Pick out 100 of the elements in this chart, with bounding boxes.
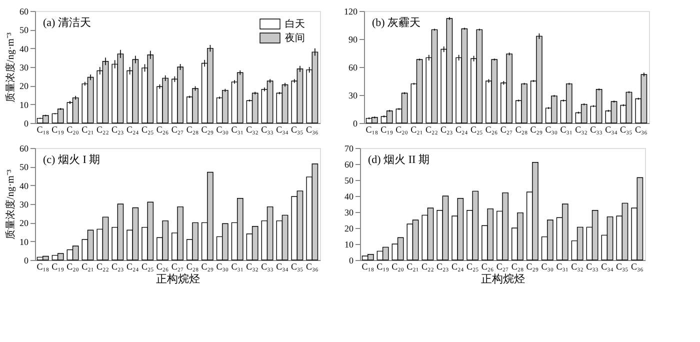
y-tick-label: 60 bbox=[20, 144, 29, 154]
x-tick-label: C₂₈ bbox=[186, 262, 199, 272]
x-axis-title: 正构烷烃 bbox=[481, 272, 525, 286]
x-tick-label: C₃₄ bbox=[276, 262, 288, 272]
x-tick-label: C₂₁ bbox=[406, 262, 419, 272]
x-tick-label: C₂₅ bbox=[466, 262, 479, 272]
x-tick-label: C₂₀ bbox=[66, 262, 79, 272]
x-tick-label: C₂₆ bbox=[156, 262, 169, 272]
x-tick-label: C₃₅ bbox=[620, 124, 632, 134]
x-tick-label: C₁₉ bbox=[376, 262, 389, 272]
y-tick-label: 40 bbox=[20, 44, 29, 54]
x-tick-label: C₂₈ bbox=[511, 262, 524, 272]
x-tick-label: C₃₅ bbox=[291, 124, 304, 134]
y-tick-label: 10 bbox=[344, 240, 354, 250]
x-tick-label: C₂₀ bbox=[396, 124, 408, 134]
x-tick-label: C₃₀ bbox=[216, 124, 229, 134]
x-tick-label: C₃₆ bbox=[631, 262, 644, 272]
x-tick-label: C₃₄ bbox=[601, 262, 614, 272]
x-tick-label: C₃₁ bbox=[231, 124, 244, 134]
x-tick-label: C₂₉ bbox=[201, 124, 214, 134]
x-tick-label: C₂₄ bbox=[451, 262, 464, 272]
x-tick-label: C₃₃ bbox=[590, 124, 602, 134]
x-tick-label: C₂₃ bbox=[112, 262, 124, 272]
text: (a) 清洁天 bbox=[43, 16, 91, 29]
x-tick-label: C₂₇ bbox=[496, 262, 509, 272]
y-axis-title: 质量浓度/ng·m⁻³ bbox=[4, 170, 16, 240]
x-tick-label: C₃₂ bbox=[575, 124, 588, 134]
y-tick-label: 20 bbox=[344, 224, 354, 234]
x-tick-label: C₁₉ bbox=[380, 124, 393, 134]
y-tick-label: 30 bbox=[20, 62, 29, 72]
x-tick-label: C₂₀ bbox=[66, 124, 79, 134]
x-tick-label: C₂₆ bbox=[481, 262, 494, 272]
y-tick-label: 30 bbox=[348, 90, 358, 100]
x-tick-label: C₂₃ bbox=[440, 124, 453, 134]
x-tick-label: C₂₉ bbox=[201, 262, 214, 272]
x-tick-label: C₁₉ bbox=[52, 124, 64, 134]
x-tick-label: C₃₅ bbox=[291, 262, 304, 272]
y-tick-label: 40 bbox=[344, 192, 354, 202]
x-tick-label: C₃₂ bbox=[246, 262, 258, 272]
x-tick-label: C₂₃ bbox=[112, 124, 124, 134]
y-tick-label: 60 bbox=[348, 62, 358, 72]
x-tick-label: C₂₉ bbox=[526, 262, 539, 272]
x-tick-label: C₁₉ bbox=[52, 262, 64, 272]
x-tick-label: C₃₃ bbox=[261, 124, 274, 134]
y-tick-label: 90 bbox=[348, 34, 358, 44]
x-tick-label: C₃₁ bbox=[556, 262, 568, 272]
x-tick-label: C₂₇ bbox=[500, 124, 513, 134]
y-tick-label: 20 bbox=[20, 81, 29, 92]
x-tick-label: C₃₃ bbox=[586, 262, 598, 272]
y-tick-label: 0 bbox=[24, 118, 29, 128]
x-tick-label: C₂₆ bbox=[485, 124, 498, 134]
y-tick-label: 10 bbox=[20, 236, 29, 247]
x-tick-label: C₁₈ bbox=[36, 262, 49, 272]
x-tick-label: C₃₃ bbox=[261, 262, 274, 272]
y-tick-label: 50 bbox=[20, 162, 29, 172]
legend-label: 夜间 bbox=[285, 32, 305, 44]
x-tick-label: C₂₄ bbox=[126, 262, 139, 272]
x-tick-label: C₁₈ bbox=[362, 262, 374, 272]
text: (d) 烟火 II 期 bbox=[368, 153, 430, 166]
y-tick-label: 10 bbox=[20, 100, 29, 110]
x-tick-label: C₃₁ bbox=[231, 262, 244, 272]
x-tick-label: C₃₀ bbox=[545, 124, 558, 134]
x-tick-label: C₂₁ bbox=[410, 124, 423, 134]
x-tick-label: C₁₈ bbox=[36, 124, 49, 134]
x-tick-label: C₂₂ bbox=[96, 124, 109, 134]
y-tick-label: 30 bbox=[344, 208, 354, 218]
y-tick-label: 50 bbox=[344, 176, 354, 186]
x-tick-label: C₃₄ bbox=[605, 124, 618, 134]
x-tick-label: C₂₄ bbox=[455, 124, 468, 134]
x-tick-label: C₂₉ bbox=[530, 124, 543, 134]
x-tick-label: C₂₇ bbox=[171, 124, 184, 134]
x-tick-label: C₃₆ bbox=[635, 124, 648, 134]
x-tick-label: C₂₆ bbox=[156, 124, 169, 134]
x-tick-label: C₂₅ bbox=[470, 124, 483, 134]
y-tick-label: 70 bbox=[344, 144, 354, 154]
y-tick-label: 0 bbox=[353, 118, 358, 128]
x-tick-label: C₃₀ bbox=[541, 262, 554, 272]
x-tick-label: C₃₂ bbox=[571, 262, 584, 272]
x-tick-label: C₃₆ bbox=[306, 124, 318, 134]
y-tick-label: 50 bbox=[20, 25, 29, 36]
text: (b) 灰霾天 bbox=[372, 17, 421, 29]
x-tick-label: C₃₀ bbox=[216, 262, 229, 272]
x-tick-label: C₃₆ bbox=[306, 262, 318, 272]
y-tick-label: 40 bbox=[20, 180, 29, 191]
x-tick-label: C₂₃ bbox=[436, 262, 449, 272]
x-tick-label: C₂₈ bbox=[186, 124, 199, 134]
y-tick-label: 60 bbox=[20, 6, 29, 16]
x-tick-label: C₂₄ bbox=[126, 124, 139, 134]
x-tick-label: C₂₂ bbox=[96, 262, 109, 272]
x-tick-label: C₁₈ bbox=[366, 124, 378, 134]
x-tick-label: C₂₂ bbox=[426, 124, 438, 134]
y-tick-label: 0 bbox=[24, 256, 29, 266]
x-tick-label: C₃₄ bbox=[276, 124, 288, 134]
y-axis-title: 质量浓度/ng·m⁻³ bbox=[4, 32, 16, 102]
y-tick-label: 20 bbox=[20, 218, 29, 228]
x-tick-label: C₃₂ bbox=[246, 124, 258, 134]
legend-label: 白天 bbox=[285, 18, 305, 30]
x-tick-label: C₂₁ bbox=[82, 262, 94, 272]
x-tick-label: C₂₇ bbox=[171, 262, 184, 272]
x-tick-label: C₂₅ bbox=[141, 124, 154, 134]
